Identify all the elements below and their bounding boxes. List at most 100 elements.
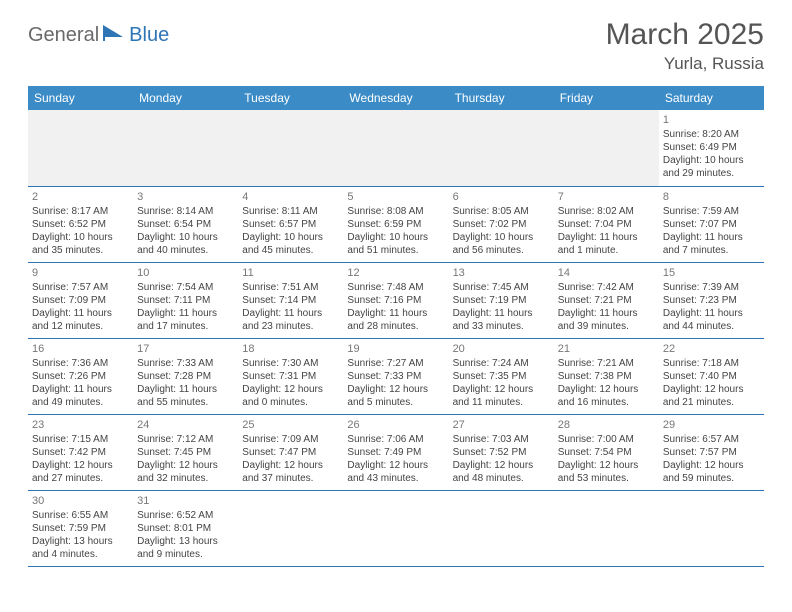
day-number: 27	[453, 418, 550, 432]
sunrise-text: Sunrise: 7:12 AM	[137, 433, 234, 446]
calendar-table: Sunday Monday Tuesday Wednesday Thursday…	[28, 86, 764, 567]
day-number: 24	[137, 418, 234, 432]
sunrise-text: Sunrise: 7:15 AM	[32, 433, 129, 446]
daylight-text: Daylight: 12 hours and 27 minutes.	[32, 459, 129, 485]
calendar-cell: 16Sunrise: 7:36 AMSunset: 7:26 PMDayligh…	[28, 338, 133, 414]
sunrise-text: Sunrise: 7:45 AM	[453, 281, 550, 294]
daylight-text: Daylight: 12 hours and 5 minutes.	[347, 383, 444, 409]
daylight-text: Daylight: 12 hours and 11 minutes.	[453, 383, 550, 409]
daylight-text: Daylight: 12 hours and 43 minutes.	[347, 459, 444, 485]
daylight-text: Daylight: 11 hours and 12 minutes.	[32, 307, 129, 333]
daylight-text: Daylight: 10 hours and 40 minutes.	[137, 231, 234, 257]
day-number: 17	[137, 342, 234, 356]
sunrise-text: Sunrise: 7:33 AM	[137, 357, 234, 370]
location: Yurla, Russia	[606, 54, 764, 74]
daylight-text: Daylight: 12 hours and 21 minutes.	[663, 383, 760, 409]
sunset-text: Sunset: 7:16 PM	[347, 294, 444, 307]
sunrise-text: Sunrise: 7:42 AM	[558, 281, 655, 294]
sunrise-text: Sunrise: 7:51 AM	[242, 281, 339, 294]
day-number: 31	[137, 494, 234, 508]
calendar-cell: 3Sunrise: 8:14 AMSunset: 6:54 PMDaylight…	[133, 186, 238, 262]
sunrise-text: Sunrise: 8:17 AM	[32, 205, 129, 218]
day-number: 9	[32, 266, 129, 280]
calendar-cell: 21Sunrise: 7:21 AMSunset: 7:38 PMDayligh…	[554, 338, 659, 414]
weekday-header: Wednesday	[343, 86, 448, 110]
calendar-cell: 20Sunrise: 7:24 AMSunset: 7:35 PMDayligh…	[449, 338, 554, 414]
calendar-cell	[343, 110, 448, 186]
day-number: 12	[347, 266, 444, 280]
sunrise-text: Sunrise: 6:55 AM	[32, 509, 129, 522]
calendar-cell	[238, 490, 343, 566]
title-block: March 2025 Yurla, Russia	[606, 18, 764, 74]
sunset-text: Sunset: 7:52 PM	[453, 446, 550, 459]
sunrise-text: Sunrise: 8:11 AM	[242, 205, 339, 218]
day-number: 22	[663, 342, 760, 356]
daylight-text: Daylight: 12 hours and 37 minutes.	[242, 459, 339, 485]
calendar-cell: 12Sunrise: 7:48 AMSunset: 7:16 PMDayligh…	[343, 262, 448, 338]
calendar-cell	[343, 490, 448, 566]
calendar-cell: 11Sunrise: 7:51 AMSunset: 7:14 PMDayligh…	[238, 262, 343, 338]
calendar-cell: 23Sunrise: 7:15 AMSunset: 7:42 PMDayligh…	[28, 414, 133, 490]
daylight-text: Daylight: 11 hours and 55 minutes.	[137, 383, 234, 409]
daylight-text: Daylight: 10 hours and 51 minutes.	[347, 231, 444, 257]
day-number: 30	[32, 494, 129, 508]
sunrise-text: Sunrise: 7:24 AM	[453, 357, 550, 370]
daylight-text: Daylight: 12 hours and 48 minutes.	[453, 459, 550, 485]
calendar-cell: 6Sunrise: 8:05 AMSunset: 7:02 PMDaylight…	[449, 186, 554, 262]
sunset-text: Sunset: 7:28 PM	[137, 370, 234, 383]
daylight-text: Daylight: 12 hours and 53 minutes.	[558, 459, 655, 485]
sunrise-text: Sunrise: 7:59 AM	[663, 205, 760, 218]
sunset-text: Sunset: 6:59 PM	[347, 218, 444, 231]
sunset-text: Sunset: 6:52 PM	[32, 218, 129, 231]
daylight-text: Daylight: 10 hours and 56 minutes.	[453, 231, 550, 257]
sunrise-text: Sunrise: 8:20 AM	[663, 128, 760, 141]
calendar-cell: 19Sunrise: 7:27 AMSunset: 7:33 PMDayligh…	[343, 338, 448, 414]
sunset-text: Sunset: 7:11 PM	[137, 294, 234, 307]
calendar-cell: 22Sunrise: 7:18 AMSunset: 7:40 PMDayligh…	[659, 338, 764, 414]
calendar-cell	[449, 490, 554, 566]
day-number: 19	[347, 342, 444, 356]
sunset-text: Sunset: 7:26 PM	[32, 370, 129, 383]
sunrise-text: Sunrise: 7:06 AM	[347, 433, 444, 446]
weekday-header: Tuesday	[238, 86, 343, 110]
sunrise-text: Sunrise: 6:57 AM	[663, 433, 760, 446]
sunset-text: Sunset: 7:47 PM	[242, 446, 339, 459]
daylight-text: Daylight: 13 hours and 4 minutes.	[32, 535, 129, 561]
day-number: 13	[453, 266, 550, 280]
daylight-text: Daylight: 11 hours and 1 minute.	[558, 231, 655, 257]
calendar-cell: 9Sunrise: 7:57 AMSunset: 7:09 PMDaylight…	[28, 262, 133, 338]
sunset-text: Sunset: 7:42 PM	[32, 446, 129, 459]
daylight-text: Daylight: 12 hours and 59 minutes.	[663, 459, 760, 485]
day-number: 20	[453, 342, 550, 356]
calendar-header-row: Sunday Monday Tuesday Wednesday Thursday…	[28, 86, 764, 110]
sunset-text: Sunset: 7:04 PM	[558, 218, 655, 231]
daylight-text: Daylight: 12 hours and 16 minutes.	[558, 383, 655, 409]
calendar-week-row: 1Sunrise: 8:20 AMSunset: 6:49 PMDaylight…	[28, 110, 764, 186]
day-number: 21	[558, 342, 655, 356]
calendar-cell: 8Sunrise: 7:59 AMSunset: 7:07 PMDaylight…	[659, 186, 764, 262]
sunrise-text: Sunrise: 7:54 AM	[137, 281, 234, 294]
day-number: 5	[347, 190, 444, 204]
daylight-text: Daylight: 11 hours and 17 minutes.	[137, 307, 234, 333]
day-number: 26	[347, 418, 444, 432]
sunrise-text: Sunrise: 6:52 AM	[137, 509, 234, 522]
calendar-cell: 31Sunrise: 6:52 AMSunset: 8:01 PMDayligh…	[133, 490, 238, 566]
sunset-text: Sunset: 7:31 PM	[242, 370, 339, 383]
sunset-text: Sunset: 7:54 PM	[558, 446, 655, 459]
calendar-cell	[659, 490, 764, 566]
sunset-text: Sunset: 6:54 PM	[137, 218, 234, 231]
day-number: 10	[137, 266, 234, 280]
sunrise-text: Sunrise: 8:02 AM	[558, 205, 655, 218]
calendar-cell	[554, 110, 659, 186]
daylight-text: Daylight: 13 hours and 9 minutes.	[137, 535, 234, 561]
day-number: 11	[242, 266, 339, 280]
sunset-text: Sunset: 6:57 PM	[242, 218, 339, 231]
sunrise-text: Sunrise: 7:57 AM	[32, 281, 129, 294]
calendar-cell: 2Sunrise: 8:17 AMSunset: 6:52 PMDaylight…	[28, 186, 133, 262]
weekday-header: Monday	[133, 86, 238, 110]
calendar-cell: 14Sunrise: 7:42 AMSunset: 7:21 PMDayligh…	[554, 262, 659, 338]
calendar-week-row: 23Sunrise: 7:15 AMSunset: 7:42 PMDayligh…	[28, 414, 764, 490]
weekday-header: Thursday	[449, 86, 554, 110]
sunset-text: Sunset: 7:35 PM	[453, 370, 550, 383]
sunset-text: Sunset: 7:21 PM	[558, 294, 655, 307]
